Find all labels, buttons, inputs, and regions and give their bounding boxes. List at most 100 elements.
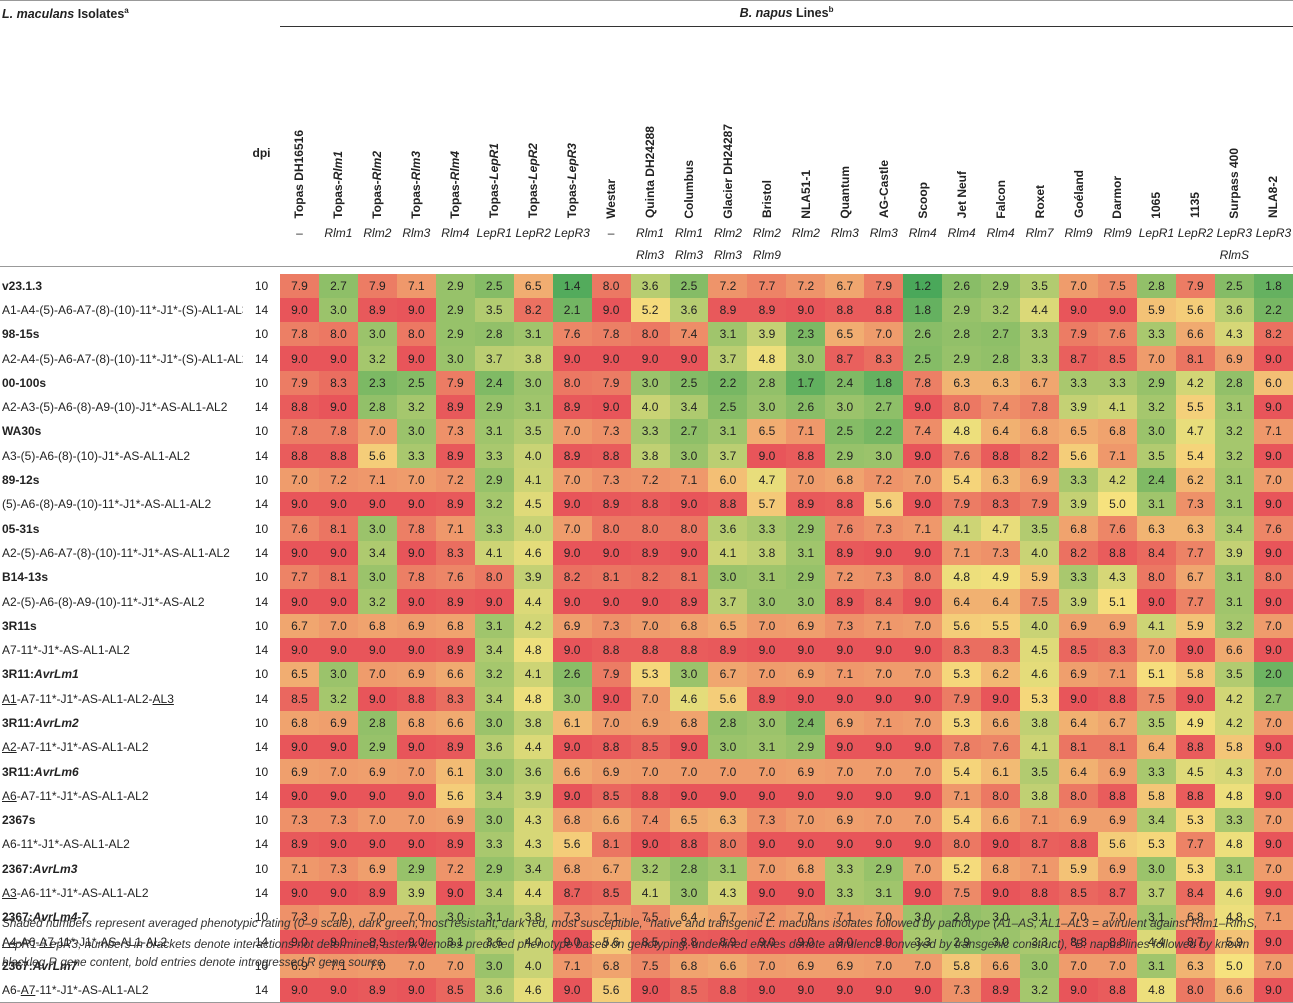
rating-cell: 9.0 bbox=[318, 929, 358, 954]
dpi-value: 10 bbox=[254, 473, 269, 488]
rating-cell: 7.8 bbox=[942, 735, 982, 760]
r-gene-1: Rlm1 bbox=[675, 225, 704, 240]
table-row: A6-A7-11*-J1*-AS-AL1-AL2 14 9.0 9.0 8.9 9.0 8.… bbox=[0, 978, 1293, 1003]
rating-cell: 6.9 bbox=[1098, 808, 1137, 833]
isolate-name: 2367:AvrLm4-7 bbox=[2, 910, 89, 925]
rating-cell: 7.1 bbox=[1020, 856, 1060, 881]
rating-cell: 9.0 bbox=[552, 637, 592, 663]
rating-cell: 2.2 bbox=[708, 370, 748, 395]
rating-cell: 7.5 bbox=[1020, 589, 1060, 614]
rating-cell: 9.0 bbox=[280, 978, 319, 1003]
table-row: WA30s 10 7.8 7.8 7.0 3.0 7.3 3.1 3.5 7.0 7.3 3.3 2.7… bbox=[0, 419, 1293, 444]
rating-cell: 6.9 bbox=[357, 856, 397, 881]
rating-cell: 3.8 bbox=[513, 346, 553, 371]
rating-cell: 5.6 bbox=[1098, 832, 1137, 857]
rating-cell: 8.1 bbox=[1059, 735, 1099, 760]
rating-cell: 3.3 bbox=[1059, 370, 1099, 395]
rating-cell: 1.8 bbox=[903, 297, 943, 323]
rating-cell: 6.4 bbox=[981, 419, 1021, 444]
rating-cell: 8.8 bbox=[318, 443, 358, 468]
dpi-value: 10 bbox=[254, 958, 269, 973]
rating-cell: 9.0 bbox=[552, 540, 592, 566]
rating-cell: 3.6 bbox=[474, 929, 514, 954]
rating-cell: 4.1 bbox=[942, 516, 982, 541]
rating-cell: 4.5 bbox=[1175, 759, 1215, 784]
rating-cell: 6.9 bbox=[280, 759, 319, 784]
rating-cell: 6.4 bbox=[1136, 735, 1176, 760]
rating-cell: 9.0 bbox=[1253, 346, 1293, 371]
rating-cell: 4.8 bbox=[1214, 905, 1254, 930]
rating-cell: 3.1 bbox=[1214, 394, 1254, 420]
rating-cell: 5.9 bbox=[1175, 613, 1215, 638]
rating-cell: 5.8 bbox=[1175, 662, 1215, 687]
rating-cell: 9.0 bbox=[864, 978, 904, 1003]
pathotype-label: A6-11*-J1*-AS-AL1-AL2 bbox=[2, 837, 130, 852]
rating-cell: 8.8 bbox=[591, 443, 631, 468]
rating-cell: 4.4 bbox=[513, 589, 553, 614]
rating-cell: 7.9 bbox=[591, 370, 631, 395]
rating-cell: 7.9 bbox=[942, 686, 982, 711]
rating-cell: 3.1 bbox=[1020, 905, 1060, 930]
rating-cell: 7.1 bbox=[396, 273, 436, 298]
line-name: Topas-Rlm2 bbox=[370, 150, 385, 219]
rating-cell: 7.1 bbox=[435, 516, 475, 541]
rating-cell: 3.1 bbox=[747, 565, 787, 590]
rating-cell: 2.8 bbox=[942, 905, 982, 930]
rating-cell: 3.0 bbox=[357, 516, 397, 541]
rating-cell: 6.3 bbox=[981, 467, 1021, 493]
rating-cell: 3.5 bbox=[1214, 662, 1254, 687]
rating-cell: 2.8 bbox=[357, 710, 397, 736]
line-name: NLA8-2 bbox=[1266, 176, 1281, 219]
rating-cell: 7.5 bbox=[1098, 273, 1137, 298]
rating-cell: 3.6 bbox=[1214, 297, 1254, 323]
rating-cell: 6.9 bbox=[1098, 856, 1137, 881]
rating-cell: 9.0 bbox=[552, 978, 592, 1003]
isolate-name: 2367:AvrLm3 bbox=[2, 861, 78, 876]
r-gene-1: Rlm3 bbox=[869, 225, 898, 240]
line-header-11: Glacier DH24287 bbox=[708, 27, 747, 222]
dpi-value: 10 bbox=[254, 618, 269, 633]
dpi-value: 14 bbox=[254, 545, 269, 560]
rating-cell: 6.9 bbox=[825, 808, 865, 833]
rating-cell: 9.0 bbox=[318, 978, 358, 1003]
rating-cell: 4.4 bbox=[513, 735, 553, 760]
isolate-name: 3R11s bbox=[2, 618, 37, 633]
r-gene-row-2: Rlm3 Rlm3 Rlm3 Rlm9 RlmS bbox=[0, 243, 1293, 267]
rating-cell: 9.0 bbox=[357, 832, 397, 857]
rating-cell: 9.0 bbox=[318, 589, 358, 614]
rating-cell: 8.9 bbox=[357, 929, 397, 954]
dpi-value: 10 bbox=[254, 521, 269, 536]
r-gene-2 bbox=[1059, 243, 1099, 267]
line-name: Surpass 400 bbox=[1227, 147, 1242, 219]
r-gene-1: Rlm2 bbox=[713, 225, 742, 240]
dpi-value: 10 bbox=[254, 570, 269, 585]
rating-cell: 5.6 bbox=[591, 978, 631, 1003]
rating-cell: 8.5 bbox=[630, 929, 670, 954]
rating-cell: 3.7 bbox=[708, 346, 748, 371]
rating-cell: 7.0 bbox=[357, 808, 397, 833]
line-name: Topas-Rlm1 bbox=[331, 150, 346, 219]
rating-cell: 7.6 bbox=[552, 322, 592, 347]
rating-cell: 6.8 bbox=[280, 710, 319, 736]
rating-cell: 6.1 bbox=[435, 759, 475, 784]
rating-cell: 7.2 bbox=[825, 565, 865, 590]
rating-cell: 8.8 bbox=[669, 929, 709, 954]
rating-cell: 7.9 bbox=[1020, 492, 1060, 517]
rating-cell: 9.0 bbox=[435, 880, 475, 906]
pathotype-label: A2-A7-11*-J1*-AS-AL1-AL2 bbox=[2, 740, 149, 755]
rating-cell: 4.8 bbox=[1214, 832, 1254, 857]
isolate-name: 05-31s bbox=[2, 521, 40, 536]
rating-cell: 6.9 bbox=[396, 613, 436, 638]
rating-cell: 9.0 bbox=[669, 783, 709, 809]
rating-cell: 9.0 bbox=[747, 880, 787, 906]
rating-cell: 6.3 bbox=[708, 808, 748, 833]
rating-cell: 8.0 bbox=[942, 394, 982, 420]
rating-cell: 2.5 bbox=[669, 273, 709, 298]
rating-cell: 5.9 bbox=[1136, 297, 1176, 323]
rating-cell: 8.8 bbox=[1059, 832, 1099, 857]
rating-cell: 2.9 bbox=[786, 516, 826, 541]
rating-cell: 3.9 bbox=[1059, 492, 1099, 517]
rating-cell: 8.7 bbox=[552, 880, 592, 906]
rating-cell: 7.0 bbox=[396, 905, 436, 930]
dpi-value: 14 bbox=[254, 886, 269, 901]
